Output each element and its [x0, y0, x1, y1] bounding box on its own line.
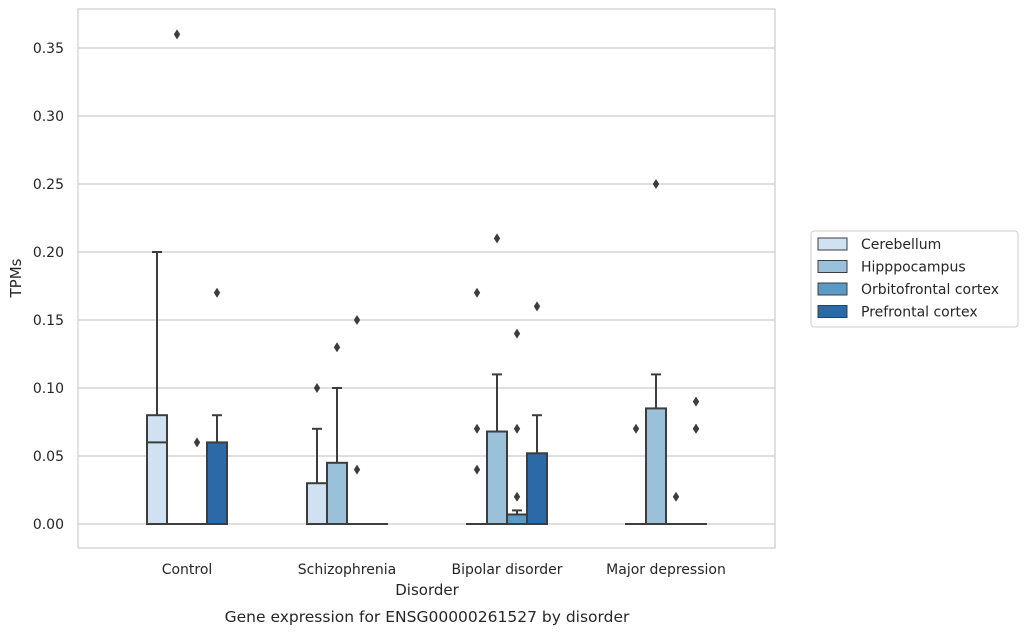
- box-cerebellum: [146, 251, 168, 526]
- x-axis-title: Disorder: [395, 581, 459, 599]
- box-orbitofrontal-cortex: [346, 315, 368, 526]
- y-tick-label: 0.30: [33, 109, 64, 125]
- outlier-point: [353, 464, 361, 475]
- box-body: [326, 461, 348, 525]
- box-cerebellum: [625, 423, 647, 526]
- y-tick-label: 0.10: [33, 381, 64, 397]
- x-tick-label: Control: [162, 562, 213, 578]
- box-body: [506, 513, 528, 525]
- box-hipppocampus: [326, 342, 348, 525]
- box-hipppocampus: [486, 233, 508, 525]
- box-hipppocampus: [166, 29, 188, 526]
- outlier-point: [333, 342, 341, 353]
- outlier-point: [313, 383, 321, 393]
- outlier-point: [493, 233, 501, 244]
- y-tick-label: 0.05: [33, 449, 64, 465]
- x-tick-label: Major depression: [606, 562, 726, 578]
- box-orbitofrontal-cortex: [665, 491, 687, 526]
- box-prefrontal-cortex: [685, 396, 707, 526]
- box-body: [526, 452, 548, 525]
- outlier-point: [533, 301, 541, 312]
- outlier-point: [513, 328, 521, 339]
- legend-swatch: [817, 237, 848, 251]
- box-body: [306, 482, 328, 526]
- legend-label: Orbitofrontal cortex: [861, 282, 999, 298]
- box-cerebellum: [306, 383, 328, 526]
- outlier-point: [353, 315, 361, 325]
- outlier-point: [473, 464, 481, 475]
- outlier-point: [652, 179, 660, 189]
- outlier-point: [193, 437, 201, 448]
- box-orbitofrontal-cortex: [506, 328, 528, 525]
- x-tick-label: Bipolar disorder: [451, 562, 562, 578]
- legend-swatch: [817, 282, 848, 296]
- y-tick-label: 0.15: [33, 313, 64, 329]
- legend-frame: [810, 230, 1019, 328]
- legend-label: Prefrontal cortex: [861, 305, 978, 321]
- outlier-point: [513, 491, 521, 502]
- y-axis-title: TPMs: [7, 258, 25, 298]
- box-prefrontal-cortex: [526, 301, 548, 525]
- box-prefrontal-cortex: [206, 287, 228, 525]
- box-cerebellum: [466, 287, 488, 526]
- outlier-point: [473, 287, 481, 298]
- plot-area-frame: [77, 8, 776, 549]
- box-hipppocampus: [645, 179, 667, 525]
- grid-lines: [78, 47, 775, 525]
- outlier-point: [692, 396, 700, 407]
- chart-caption: Gene expression for ENSG00000261527 by d…: [225, 608, 630, 626]
- y-axis-ticks: 0.00 0.05 0.10 0.15 0.20 0.25 0.30 0.35: [33, 41, 64, 533]
- legend-label: Cerebellum: [861, 237, 941, 253]
- box-body: [146, 414, 168, 526]
- box-orbitofrontal-cortex: [186, 437, 208, 526]
- x-tick-label: Schizophrenia: [298, 562, 396, 578]
- outlier-point: [672, 491, 680, 502]
- legend-swatch: [817, 260, 848, 273]
- outlier-point: [173, 29, 181, 40]
- legend-label: Hipppocampus: [861, 260, 966, 276]
- y-tick-label: 0.20: [33, 245, 64, 261]
- outlier-point: [632, 423, 640, 434]
- box-body: [206, 441, 228, 525]
- y-tick-label: 0.00: [33, 517, 64, 533]
- y-tick-label: 0.35: [33, 41, 64, 57]
- outlier-point: [213, 287, 221, 298]
- boxes: [146, 29, 707, 526]
- x-axis-ticks: Control Schizophrenia Bipolar disorder Majo…: [162, 562, 726, 578]
- outlier-point: [692, 423, 700, 434]
- y-tick-label: 0.25: [33, 177, 64, 193]
- box-body: [645, 407, 667, 525]
- box-body: [486, 430, 508, 525]
- legend-swatch: [817, 305, 848, 318]
- legend: Cerebellum Hipppocampus Orbitofrontal cort…: [810, 230, 1019, 328]
- outlier-point: [473, 423, 481, 434]
- outlier-point: [513, 423, 521, 434]
